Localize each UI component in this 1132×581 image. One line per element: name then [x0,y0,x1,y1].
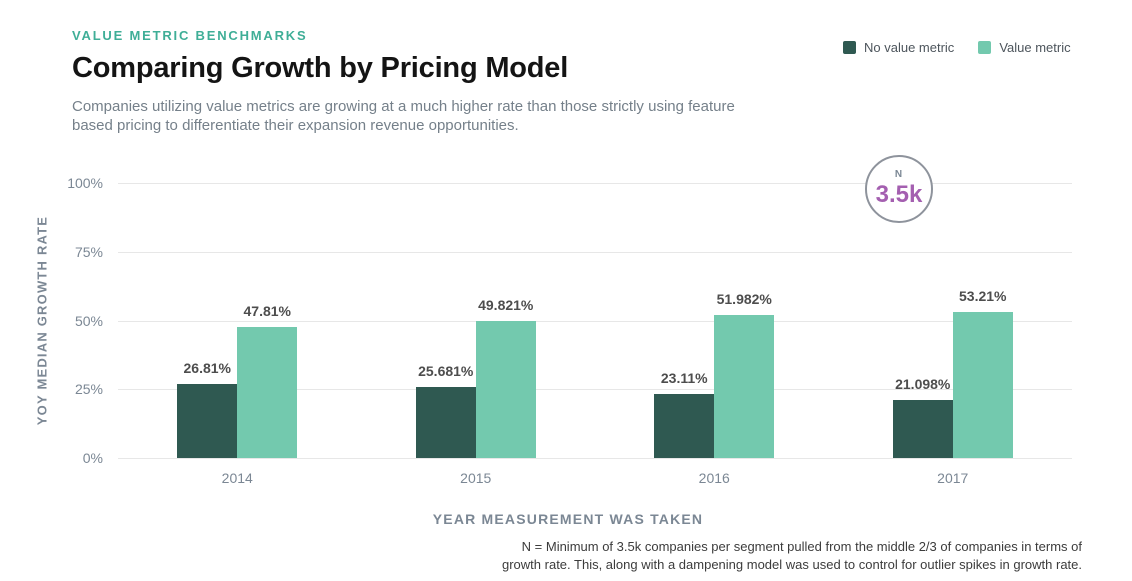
bar-value-metric-2015 [475,320,536,458]
x-tick-label-2017: 2017 [937,470,969,486]
legend-swatch-icon [978,41,992,54]
x-axis-title: YEAR MEASUREMENT WAS TAKEN [432,511,704,527]
bar-value-value-metric-2015: 49.821% [478,296,534,313]
bar-no-value-metric-2016 [654,394,715,458]
legend-label: No value metric [864,40,955,55]
footnote-line-1: N = Minimum of 3.5k companies per segmen… [521,539,1082,554]
bar-no-value-metric-2014 [177,384,238,458]
bar-no-value-metric-2015 [415,387,476,458]
bar-value-value-metric-2016: 51.982% [716,291,772,308]
bar-value-no-value-metric-2016: 23.11% [660,370,708,387]
kicker-label: VALUE METRIC BENCHMARKS [72,28,308,43]
bar-value-metric-2016 [714,315,775,458]
y-tick-label-25: 25% [74,381,103,398]
gridline-0 [118,458,1072,459]
bar-value-metric-2014 [237,326,298,458]
bar-value-metric-2017 [952,311,1013,458]
gridline-50 [118,320,1072,322]
sample-size-badge: N 3.5k [865,155,933,223]
legend-item-0: No value metric [843,40,954,55]
bar-value-value-metric-2014: 47.81% [243,302,291,319]
footnote-line-2: growth rate. This, along with a dampenin… [502,557,1083,572]
y-tick-label-50: 50% [74,312,103,329]
chart-subtitle: Companies utilizing value metrics are gr… [72,98,735,134]
legend-item-1: Value metric [978,40,1071,55]
legend-swatch-icon [843,41,856,54]
y-tick-label-0: 0% [82,450,103,466]
y-tick-label-75: 75% [74,243,103,260]
sample-size-label: N [894,169,904,180]
chart-legend: No value metric Value metric [843,40,1071,55]
bar-value-no-value-metric-2015: 25.681% [418,363,474,380]
bar-value-no-value-metric-2014: 26.81% [183,360,231,377]
x-tick-label-2015: 2015 [460,470,492,486]
chart-header: VALUE METRIC BENCHMARKS Comparing Growth… [72,28,792,135]
bar-no-value-metric-2017 [892,399,953,458]
y-tick-label-100: 100% [67,175,103,191]
x-tick-label-2014: 2014 [221,470,253,486]
footnote: N = Minimum of 3.5k companies per segmen… [502,538,1082,574]
bar-value-no-value-metric-2017: 21.098% [895,375,951,392]
gridline-75 [118,251,1072,253]
sample-size-value: 3.5k [875,181,923,208]
gridline-25 [118,389,1072,391]
gridline-100 [118,183,1072,184]
bar-value-value-metric-2017: 53.21% [959,287,1007,304]
page-title: Comparing Growth by Pricing Model [72,52,569,84]
legend-label: Value metric [999,40,1071,55]
x-tick-label-2016: 2016 [698,470,730,486]
